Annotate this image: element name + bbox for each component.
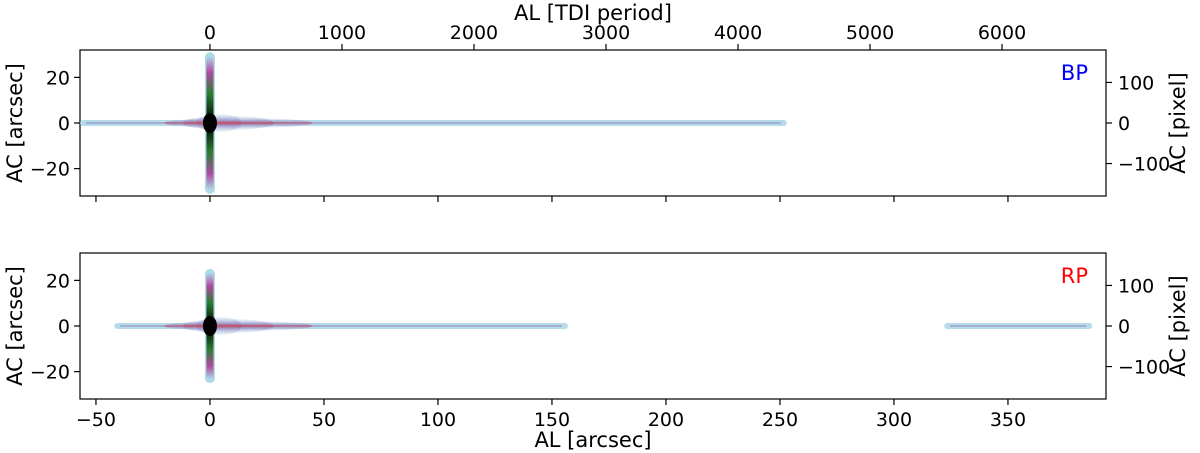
rp-panel-label: RP	[1061, 264, 1088, 288]
rp-right-y-axis-title: AC [pixel]	[1166, 275, 1190, 376]
bp-marks	[80, 52, 787, 194]
rp-right-y-tick-label: 100	[1118, 275, 1154, 297]
bp-top-x-tick-label: 3000	[582, 22, 630, 44]
rp-y-axis-title: AC [arcsec]	[3, 266, 27, 386]
rp-y-tick-label: 20	[46, 270, 70, 292]
bp-top-x-tick-label: 0	[204, 22, 216, 44]
rp-spectrum-trace-core	[950, 325, 1087, 327]
bp-top-x-tick-label: 6000	[978, 22, 1026, 44]
rp-x-tick-label: 50	[312, 409, 336, 431]
rp-x-tick-label: 0	[204, 409, 216, 431]
rp-x-tick-label: 300	[876, 409, 912, 431]
rp-right-y-tick-label: 0	[1118, 316, 1130, 338]
bottom-x-axis-title: AL [arcsec]	[534, 428, 651, 452]
rp-x-tick-label: 350	[990, 409, 1026, 431]
bp-y-tick-label: 0	[58, 113, 70, 135]
rp-spectrum-trace-core	[120, 325, 562, 327]
bp-y-tick-label: −20	[30, 159, 70, 181]
rp-x-tick-label: 150	[534, 409, 570, 431]
top-x-axis-title: AL [TDI period]	[514, 1, 672, 25]
bp-spectrum-trace-core	[86, 122, 781, 124]
bp-top-x-tick-label: 2000	[450, 22, 498, 44]
bp-core-peak	[202, 113, 217, 133]
bp-top-x-tick-label: 5000	[846, 22, 894, 44]
rp-right-y-tick-label: −100	[1118, 357, 1170, 379]
rp-y-tick-label: −20	[30, 362, 70, 384]
bp-y-axis-title: AC [arcsec]	[3, 63, 27, 183]
rp-x-tick-label: 200	[648, 409, 684, 431]
bp-top-x-tick-label: 4000	[714, 22, 762, 44]
bp-right-y-tick-label: 0	[1118, 113, 1130, 135]
rp-x-tick-label: −50	[76, 409, 116, 431]
bp-right-y-tick-label: 100	[1118, 72, 1154, 94]
rp-marks	[114, 268, 1093, 384]
bp-right-y-axis-title: AC [pixel]	[1166, 72, 1190, 173]
bp-panel-label: BP	[1061, 61, 1088, 85]
rp-core-peak	[202, 316, 217, 336]
bp-top-x-tick-label: 1000	[318, 22, 366, 44]
bp-right-y-tick-label: −100	[1118, 154, 1170, 176]
rp-y-tick-label: 0	[58, 316, 70, 338]
rp-x-tick-label: 100	[420, 409, 456, 431]
rp-x-tick-label: 250	[762, 409, 798, 431]
bp-y-tick-label: 20	[46, 67, 70, 89]
